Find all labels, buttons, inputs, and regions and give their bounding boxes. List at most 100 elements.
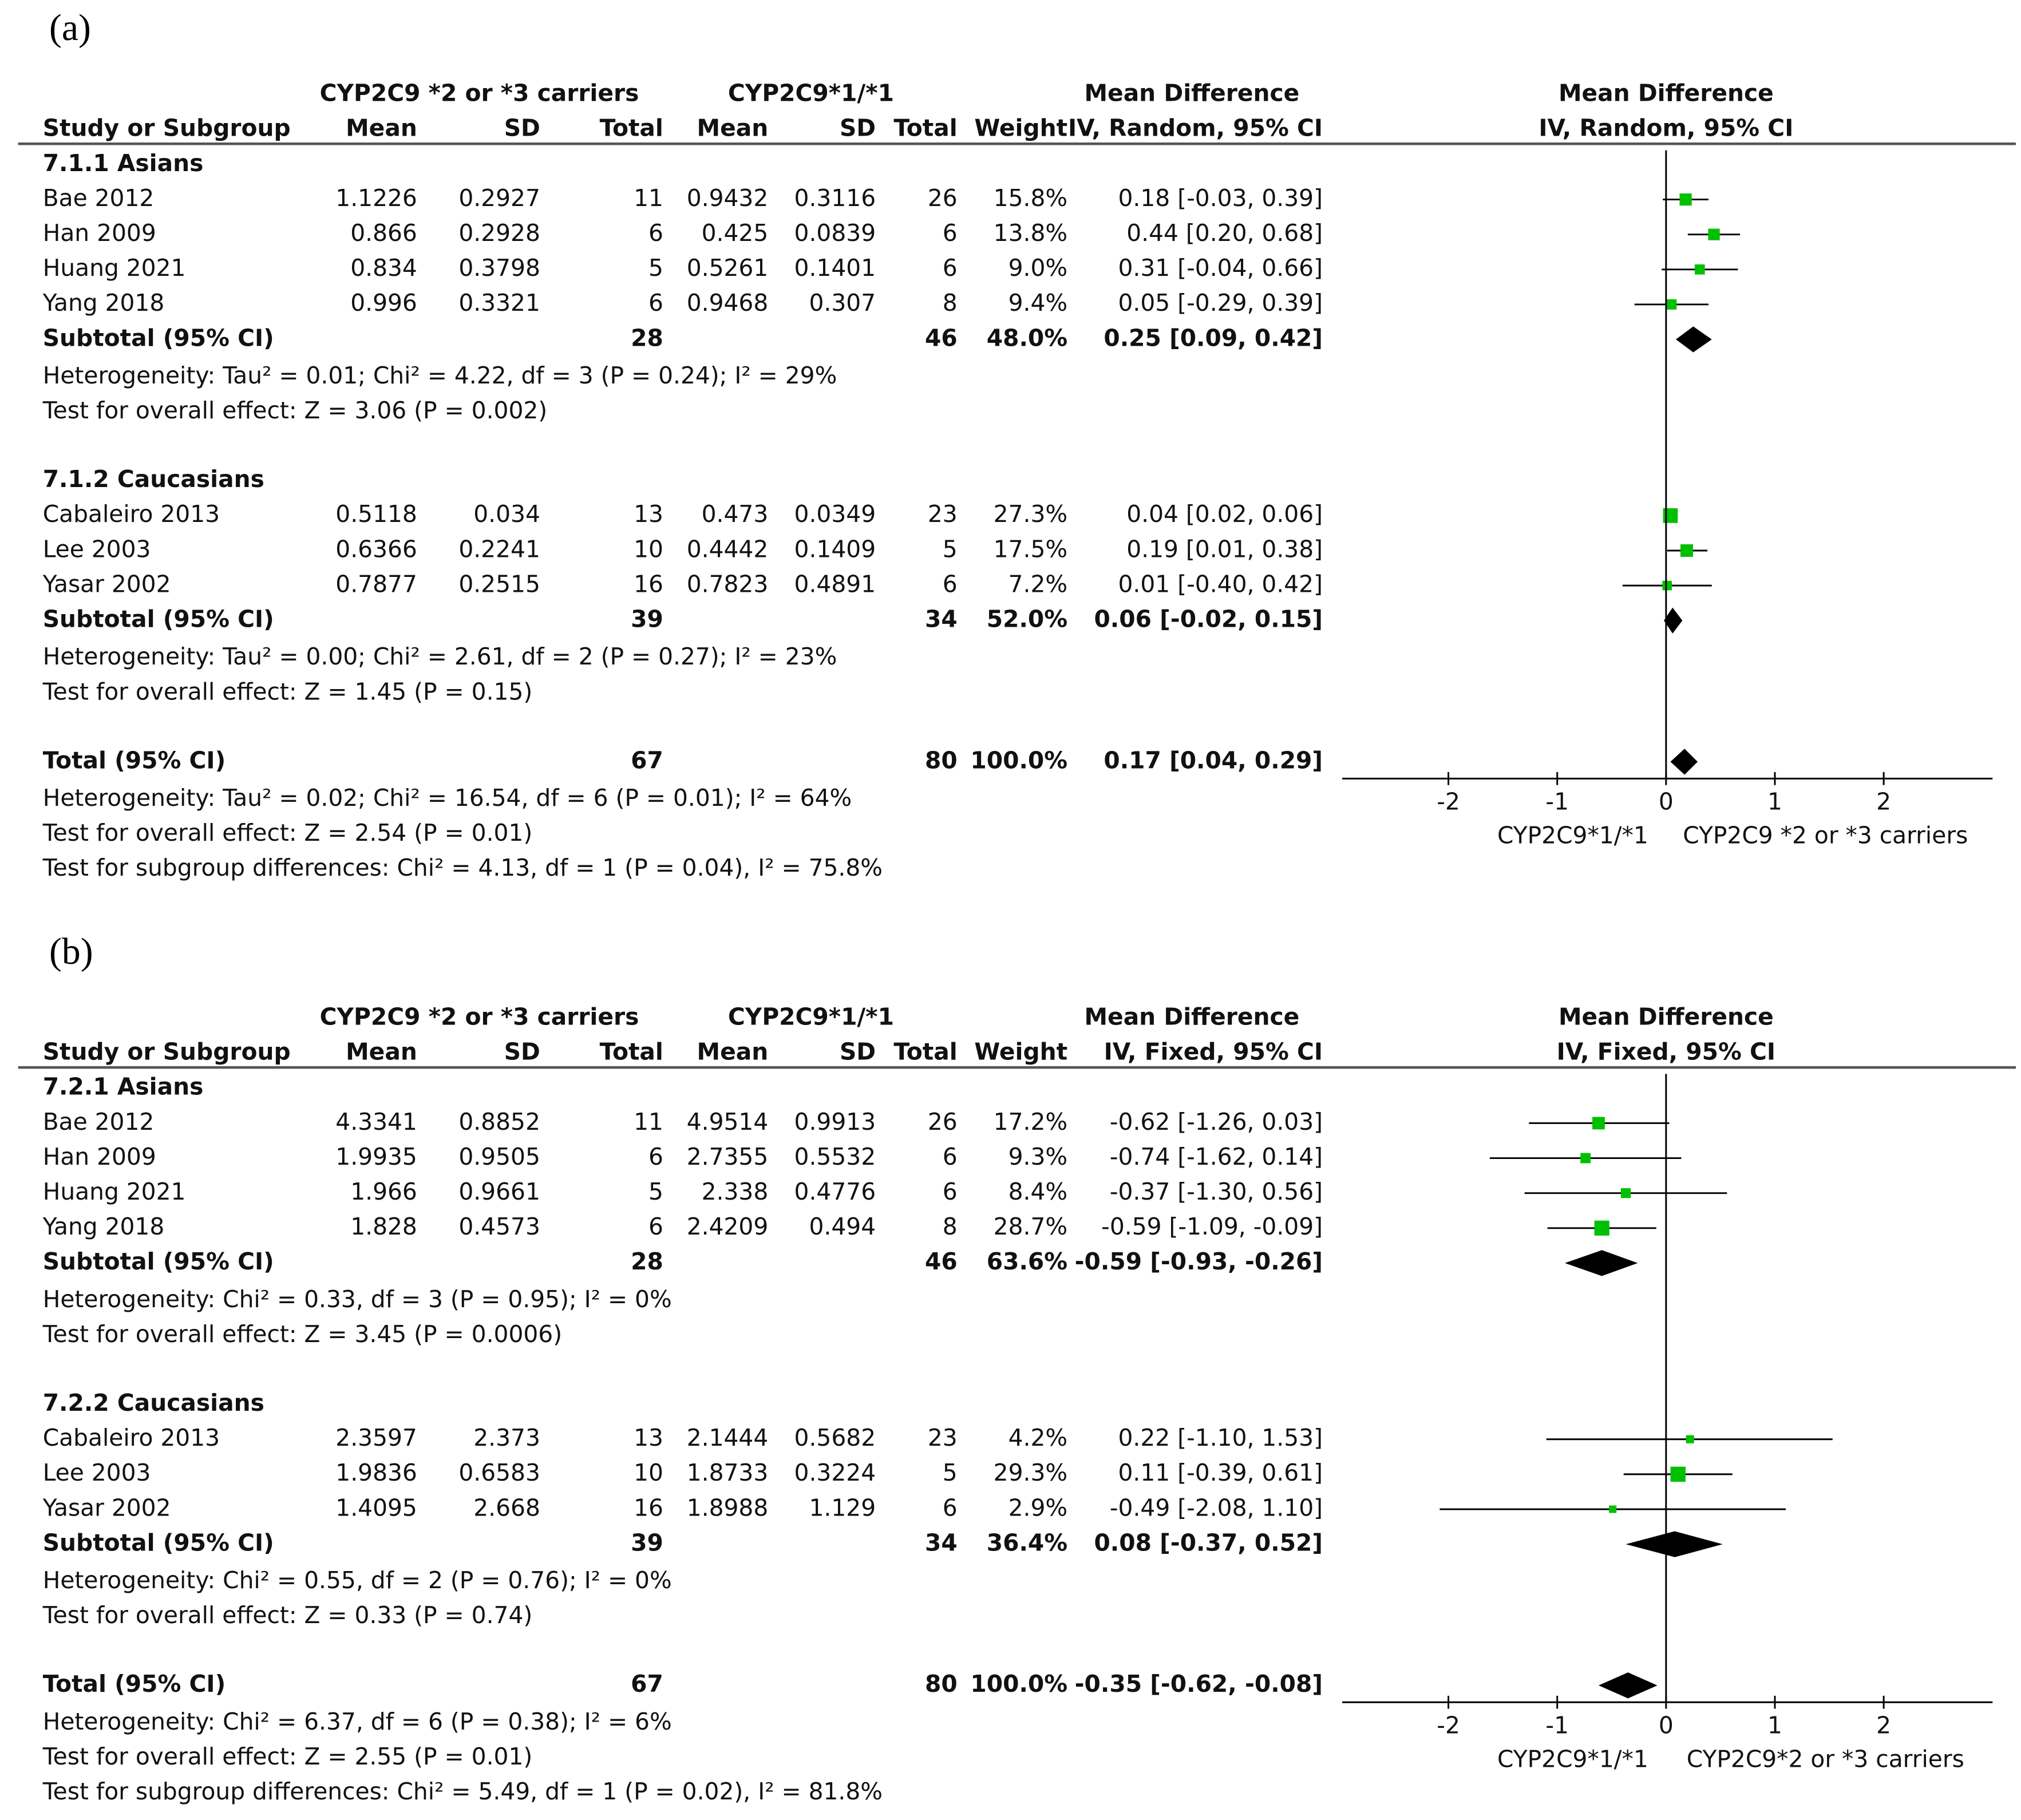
header-rule [18,1066,2016,1069]
study-point [1666,299,1677,310]
effect-method: IV, Random, 95% CI [1068,115,1323,143]
mean2-cell: 4.9514 [686,1109,769,1137]
footer-text: Heterogeneity: Chi² = 6.37, df = 6 (P = … [42,1708,672,1736]
total2-cell: 46 [924,1249,958,1276]
mean2-cell: 0.425 [701,220,769,248]
heterogeneity-text: Heterogeneity: Chi² = 0.55, df = 2 (P = … [42,1567,672,1595]
weight-cell: 9.3% [1008,1144,1068,1172]
effect-method: IV, Fixed, 95% CI [1104,1039,1323,1066]
total2-cell: 26 [927,185,958,213]
study-name: Huang 2021 [42,1178,186,1206]
total2-cell: 23 [927,1425,958,1453]
study-point [1580,1153,1591,1164]
panel-label: (a) [49,7,91,50]
mean2-cell: 2.7355 [686,1144,769,1172]
subtotal-diamond [1664,607,1683,634]
total-diamond [1670,749,1698,775]
sd1-cell: 0.034 [473,501,540,529]
weight-cell: 7.2% [1008,571,1068,599]
ci-cell: 0.17 [0.04, 0.29] [1104,747,1323,775]
subtotal-label: Subtotal (95% CI) [42,1249,274,1276]
total2-cell: 6 [942,1495,958,1522]
favours-right-label: CYP2C9 *2 or *3 carriers [1683,822,1968,850]
col-total2: Total [893,1039,958,1066]
total2-cell: 6 [942,255,958,283]
weight-cell: 17.5% [993,536,1068,564]
mean2-cell: 2.1444 [686,1425,769,1453]
favours-left-label: CYP2C9*1/*1 [1497,1746,1648,1774]
sd1-cell: 0.2241 [458,536,540,564]
ci-cell: 0.08 [-0.37, 0.52] [1094,1530,1323,1557]
col-total2: Total [893,115,958,143]
total1-cell: 6 [648,220,663,248]
overall-effect-text: Test for overall effect: Z = 3.45 (P = 0… [42,1321,563,1349]
col-weight: Weight [974,115,1068,143]
forest-panel-b: (b) CYP2C9 *2 or *3 carriers CYP2C9*1/*1 M… [0,924,2021,1820]
ci-cell: -0.35 [-0.62, -0.08] [1074,1671,1323,1699]
subtotal-diamond [1675,326,1712,353]
total-label: Total (95% CI) [42,747,226,775]
weight-cell: 100.0% [970,1671,1068,1699]
col-sd1: SD [504,115,540,143]
weight-cell: 9.0% [1008,255,1068,283]
forest-plot-graphic [1342,150,1993,785]
total1-cell: 11 [634,185,663,213]
study-point [1592,1117,1605,1130]
mean1-cell: 1.828 [350,1213,417,1241]
sd1-cell: 0.4573 [458,1213,540,1241]
overall-effect-text: Test for overall effect: Z = 1.45 (P = 0… [42,679,533,706]
total2-cell: 80 [924,1671,958,1699]
sd2-cell: 0.3224 [794,1459,876,1487]
x-tick-label: -2 [1437,789,1460,817]
study-point [1662,580,1672,591]
overall-effect-text: Test for overall effect: Z = 0.33 (P = 0… [42,1602,533,1630]
forest-plot-graphic [1342,1074,1993,1709]
study-name: Yasar 2002 [42,571,171,599]
ci-cell: -0.59 [-0.93, -0.26] [1074,1249,1323,1276]
weight-cell: 27.3% [993,501,1068,529]
x-tick-label: -2 [1437,1712,1460,1740]
total2-cell: 5 [942,1459,958,1487]
mean1-cell: 1.9935 [335,1144,417,1172]
subgroup-title: 7.1.1 Asians [42,150,204,178]
study-name: Han 2009 [42,220,156,248]
total1-cell: 6 [648,1213,663,1241]
mean2-cell: 0.9468 [686,290,769,318]
total1-cell: 13 [634,501,663,529]
mean2-cell: 2.338 [701,1178,769,1206]
total2-cell: 6 [942,1144,958,1172]
sd1-cell: 0.3798 [458,255,540,283]
mean1-cell: 1.4095 [335,1495,417,1522]
total1-cell: 16 [634,571,663,599]
sd2-cell: 0.0349 [794,501,876,529]
weight-cell: 17.2% [993,1109,1068,1137]
total1-cell: 11 [634,1109,663,1137]
total2-cell: 34 [924,606,958,634]
mean1-cell: 0.996 [350,290,417,318]
group1-header: CYP2C9 *2 or *3 carriers [319,1004,639,1031]
ci-cell: -0.74 [-1.62, 0.14] [1109,1144,1323,1172]
x-tick-label: 1 [1767,789,1782,817]
study-point [1594,1220,1609,1236]
favours-left-label: CYP2C9*1/*1 [1497,822,1648,850]
total1-cell: 28 [631,1249,663,1276]
mean1-cell: 0.7877 [335,571,417,599]
plot-title: Mean Difference [1558,80,1774,108]
col-sd1: SD [504,1039,540,1066]
mean1-cell: 0.834 [350,255,417,283]
total2-cell: 46 [924,325,958,353]
group2-header: CYP2C9*1/*1 [727,80,894,108]
col-total1: Total [599,1039,663,1066]
x-tick-label: -1 [1545,789,1569,817]
ci-cell: 0.01 [-0.40, 0.42] [1118,571,1323,599]
col-mean2: Mean [697,115,769,143]
group1-header: CYP2C9 *2 or *3 carriers [319,80,639,108]
weight-cell: 36.4% [986,1530,1068,1557]
sd1-cell: 0.9661 [458,1178,540,1206]
footer-text: Heterogeneity: Tau² = 0.02; Chi² = 16.54… [42,785,852,813]
ci-cell: 0.19 [0.01, 0.38] [1126,536,1323,564]
weight-cell: 28.7% [993,1213,1068,1241]
effect-title: Mean Difference [1084,80,1300,108]
mean2-cell: 0.473 [701,501,769,529]
total2-cell: 6 [942,571,958,599]
